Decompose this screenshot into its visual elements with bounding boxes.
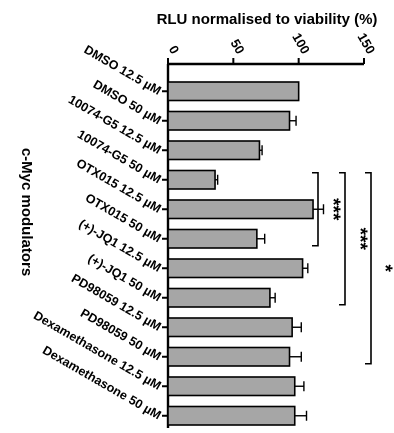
significance-label: *** bbox=[349, 228, 370, 251]
x-tick-label-1: 50 bbox=[228, 36, 248, 56]
significance-bracket bbox=[365, 171, 372, 365]
y-axis-title: c-Myc modulators bbox=[18, 148, 35, 276]
bar bbox=[167, 228, 258, 249]
bar bbox=[167, 346, 291, 367]
x-tick-label-0: 0 bbox=[166, 43, 183, 57]
significance-bracket bbox=[312, 171, 319, 247]
significance-label: *** bbox=[322, 198, 343, 221]
bar bbox=[167, 81, 300, 102]
bar bbox=[167, 140, 261, 161]
significance-bracket bbox=[339, 171, 346, 306]
bar bbox=[167, 199, 314, 220]
significance-label: * bbox=[374, 265, 394, 273]
bar bbox=[167, 110, 291, 131]
error-bars bbox=[215, 115, 325, 421]
bar bbox=[167, 169, 216, 190]
bar bbox=[167, 376, 296, 397]
bar bbox=[167, 317, 293, 338]
significance-brackets: ******* bbox=[312, 171, 394, 365]
bar bbox=[167, 258, 304, 279]
bar bbox=[167, 287, 271, 308]
x-tick-label-3: 150 bbox=[355, 30, 379, 56]
x-axis-title: RLU normalised to viability (%) bbox=[157, 11, 378, 28]
bar bbox=[167, 405, 296, 426]
bars bbox=[167, 81, 314, 426]
x-tick-label-2: 100 bbox=[289, 30, 313, 56]
